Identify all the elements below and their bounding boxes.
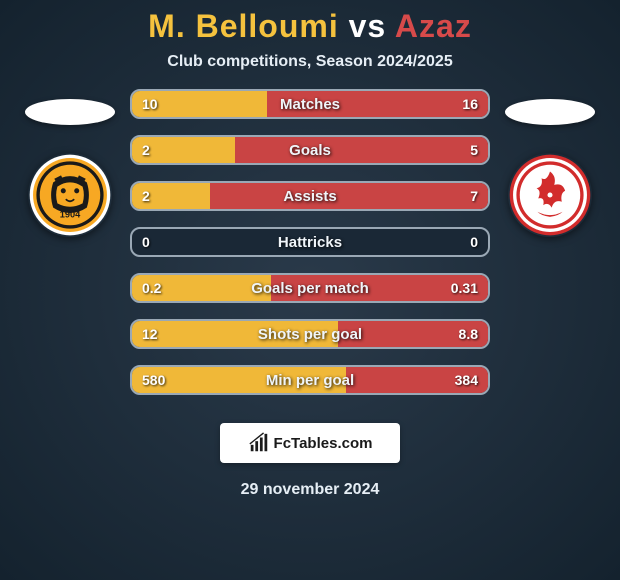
left-side-column: 1904 [20,89,120,237]
stat-label: Shots per goal [132,326,488,343]
brand-logo: FcTables.com [220,423,400,463]
stat-bar: 27Assists [130,181,490,211]
main-row: 1904 1016Matches 25Goals 27Assists 00Hattri… [0,89,620,395]
stat-label: Assists [132,188,488,205]
brand-text: FcTables.com [274,435,373,452]
stat-bar: 0.20.31Goals per match [130,273,490,303]
chart-icon [248,432,270,454]
stat-bar: 00Hattricks [130,227,490,257]
stat-bar: 580384Min per goal [130,365,490,395]
country-flag-left [25,99,115,125]
comparison-infographic: M. Belloumi vs Azaz Club competitions, S… [0,0,620,580]
stats-bars: 1016Matches 25Goals 27Assists 00Hattricks 0.… [130,89,490,395]
date-text: 29 november 2024 [241,481,380,499]
player2-name: Azaz [395,8,472,44]
stat-label: Goals [132,142,488,159]
subtitle: Club competitions, Season 2024/2025 [167,53,452,71]
page-title: M. Belloumi vs Azaz [148,8,472,45]
lion-badge-icon [508,153,592,237]
country-flag-right [505,99,595,125]
vs-label: vs [349,8,387,44]
stat-bar: 1016Matches [130,89,490,119]
tiger-badge-icon: 1904 [28,153,112,237]
stat-bar: 25Goals [130,135,490,165]
badge-year: 1904 [60,210,81,220]
stat-label: Min per goal [132,372,488,389]
stat-label: Matches [132,96,488,113]
stat-label: Hattricks [132,234,488,251]
club-badge-left: 1904 [28,153,112,237]
stat-label: Goals per match [132,280,488,297]
right-side-column [500,89,600,237]
club-badge-right [508,153,592,237]
player1-name: M. Belloumi [148,8,339,44]
stat-bar: 128.8Shots per goal [130,319,490,349]
